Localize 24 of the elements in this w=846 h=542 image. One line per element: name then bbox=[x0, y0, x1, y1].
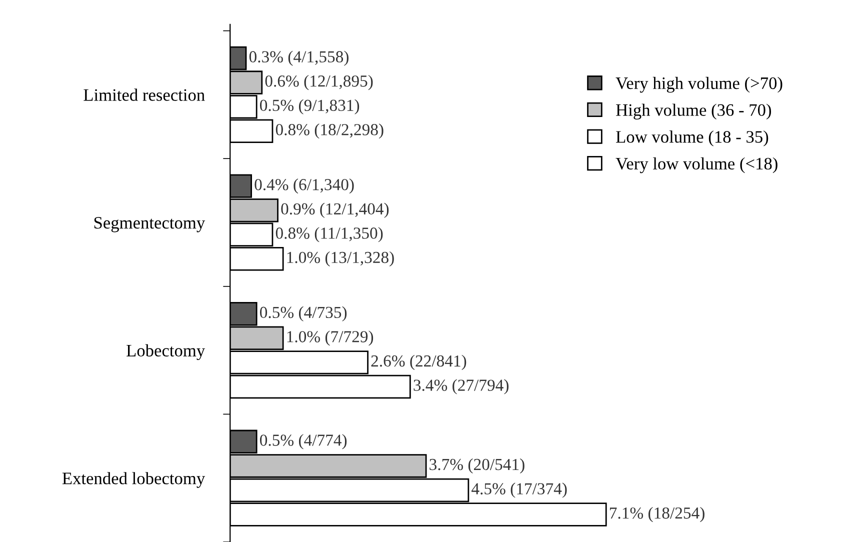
data-label: 0.9% (12/1,404) bbox=[281, 202, 389, 218]
data-label: 0.4% (6/1,340) bbox=[254, 178, 354, 194]
y-tick-label: Limited resection bbox=[84, 88, 205, 101]
data-label: 3.7% (20/541) bbox=[430, 458, 524, 474]
legend-label: Low volume (18 - 35) bbox=[616, 130, 768, 146]
data-label: 4.5% (17/374) bbox=[472, 482, 567, 498]
data-label: 0.6% (12/1,895) bbox=[265, 74, 373, 90]
data-label: 0.8% (11/1,350) bbox=[276, 227, 383, 242]
legend-label: High volume (36 - 70) bbox=[616, 104, 772, 120]
data-label: 1.0% (13/1,328) bbox=[287, 251, 394, 266]
data-label: 2.6% (22/841) bbox=[371, 354, 466, 370]
data-label: 7.1% (18/254) bbox=[610, 506, 704, 522]
y-tick-label: Lobectomy bbox=[126, 344, 206, 360]
legend-label: Very high volume (>70) bbox=[616, 76, 782, 93]
data-label: 0.5% (9/1,831) bbox=[260, 99, 360, 114]
data-label: 0.5% (4/774) bbox=[260, 434, 347, 450]
y-tick-label: Extended lobectomy bbox=[62, 472, 206, 488]
data-label: 1.0% (7/729) bbox=[287, 330, 374, 346]
data-label: 3.4% (27/794) bbox=[414, 379, 508, 394]
data-label: 0.5% (4/735) bbox=[260, 306, 347, 322]
legend-label: Very low volume (<18) bbox=[616, 157, 778, 174]
data-label: 0.8% (18/2,298) bbox=[276, 124, 384, 139]
data-label: 0.3% (4/1,558) bbox=[249, 50, 348, 66]
y-tick-label: Segmentectomy bbox=[94, 216, 206, 232]
